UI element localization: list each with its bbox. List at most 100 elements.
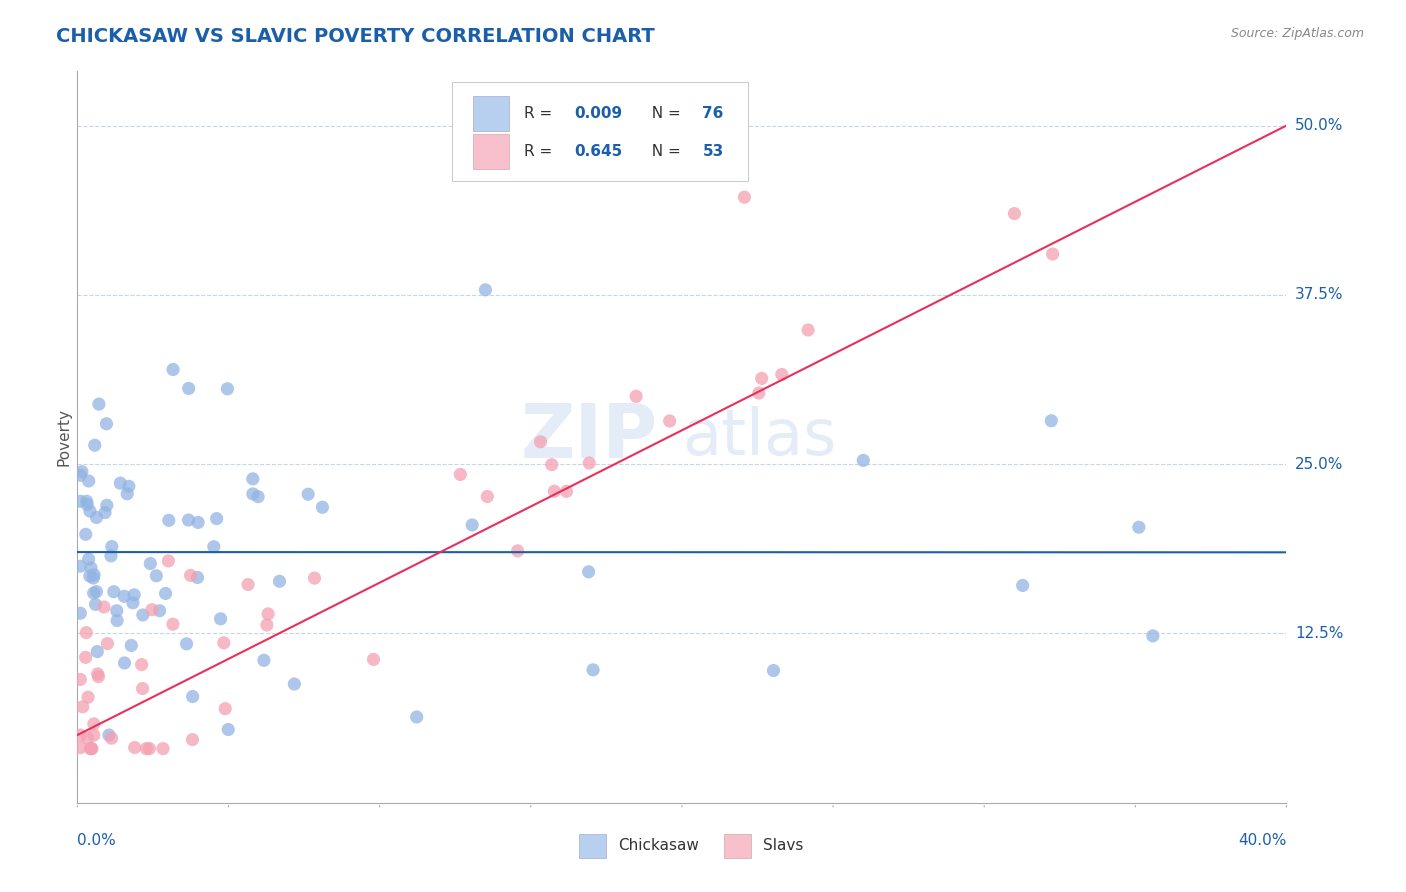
Point bbox=[212, 636, 235, 650]
Point bbox=[733, 190, 755, 204]
Point bbox=[86, 666, 108, 681]
Point bbox=[69, 559, 91, 574]
Point bbox=[236, 577, 259, 591]
Text: 0.009: 0.009 bbox=[574, 106, 623, 121]
Point bbox=[283, 677, 305, 691]
Point bbox=[449, 467, 471, 482]
Point bbox=[658, 414, 681, 428]
Point bbox=[1004, 206, 1026, 220]
Point bbox=[1040, 414, 1063, 428]
Point bbox=[461, 518, 484, 533]
Point bbox=[209, 612, 232, 626]
Text: 0.0%: 0.0% bbox=[77, 833, 117, 848]
Point bbox=[105, 604, 128, 618]
Point bbox=[139, 557, 162, 571]
Text: Chickasaw: Chickasaw bbox=[617, 838, 699, 854]
Point bbox=[474, 283, 496, 297]
Text: 76: 76 bbox=[703, 106, 724, 121]
Point bbox=[96, 417, 118, 431]
Point bbox=[578, 565, 600, 579]
Point bbox=[1142, 629, 1164, 643]
Point bbox=[72, 699, 94, 714]
Point bbox=[87, 397, 110, 411]
Point bbox=[177, 381, 200, 395]
Point bbox=[202, 540, 225, 554]
Point bbox=[101, 540, 124, 554]
Point bbox=[124, 740, 146, 755]
Point bbox=[120, 639, 142, 653]
Point bbox=[269, 574, 291, 589]
Text: R =: R = bbox=[523, 144, 557, 159]
Point bbox=[76, 498, 98, 512]
Text: 12.5%: 12.5% bbox=[1295, 626, 1343, 641]
Point bbox=[96, 637, 118, 651]
Point bbox=[162, 617, 184, 632]
Point bbox=[1128, 520, 1150, 534]
Point bbox=[624, 389, 647, 403]
Point bbox=[86, 510, 108, 524]
Point bbox=[217, 723, 239, 737]
Bar bbox=[579, 834, 606, 858]
Point bbox=[93, 600, 115, 615]
Point bbox=[80, 561, 103, 575]
Point bbox=[506, 544, 529, 558]
Point bbox=[69, 494, 91, 508]
Bar bbox=[724, 834, 751, 858]
Point bbox=[115, 487, 138, 501]
Point bbox=[157, 513, 180, 527]
Point bbox=[76, 494, 98, 508]
Text: 53: 53 bbox=[703, 144, 724, 159]
Point bbox=[1042, 247, 1064, 261]
Point bbox=[205, 511, 228, 525]
Point bbox=[187, 516, 209, 530]
Point bbox=[157, 554, 180, 568]
Point bbox=[582, 663, 605, 677]
Point bbox=[69, 606, 91, 620]
Point bbox=[748, 386, 770, 401]
Point bbox=[87, 670, 110, 684]
Point bbox=[100, 731, 122, 746]
Point bbox=[70, 465, 93, 479]
Point bbox=[75, 527, 97, 541]
Point bbox=[555, 484, 578, 499]
Point bbox=[94, 506, 117, 520]
Point bbox=[214, 701, 236, 715]
Point bbox=[98, 728, 121, 742]
Point bbox=[762, 664, 785, 678]
Bar bbox=[472, 96, 509, 131]
Point bbox=[86, 644, 108, 658]
Point bbox=[145, 568, 167, 582]
Point bbox=[177, 513, 200, 527]
Point bbox=[181, 732, 204, 747]
Point bbox=[543, 484, 565, 499]
Text: 37.5%: 37.5% bbox=[1295, 287, 1343, 302]
Point bbox=[79, 741, 101, 756]
Point bbox=[405, 710, 427, 724]
Point bbox=[80, 741, 103, 756]
Text: 40.0%: 40.0% bbox=[1239, 833, 1286, 848]
Point bbox=[162, 362, 184, 376]
Point bbox=[83, 438, 105, 452]
Point bbox=[477, 490, 499, 504]
Point bbox=[77, 552, 100, 566]
Point bbox=[79, 504, 101, 518]
Point bbox=[797, 323, 820, 337]
Point bbox=[75, 625, 97, 640]
Point bbox=[155, 586, 177, 600]
Point bbox=[69, 673, 91, 687]
Point bbox=[181, 690, 204, 704]
Point bbox=[1011, 578, 1033, 592]
Point bbox=[83, 728, 105, 742]
Text: Source: ZipAtlas.com: Source: ZipAtlas.com bbox=[1230, 27, 1364, 40]
Point bbox=[114, 656, 136, 670]
Point bbox=[242, 487, 264, 501]
Point bbox=[69, 468, 91, 483]
Point bbox=[176, 637, 198, 651]
Point bbox=[105, 614, 128, 628]
Point bbox=[135, 741, 157, 756]
Point bbox=[186, 570, 208, 584]
Text: N =: N = bbox=[643, 106, 686, 121]
Point bbox=[86, 584, 108, 599]
Point bbox=[578, 456, 600, 470]
Point bbox=[79, 569, 101, 583]
